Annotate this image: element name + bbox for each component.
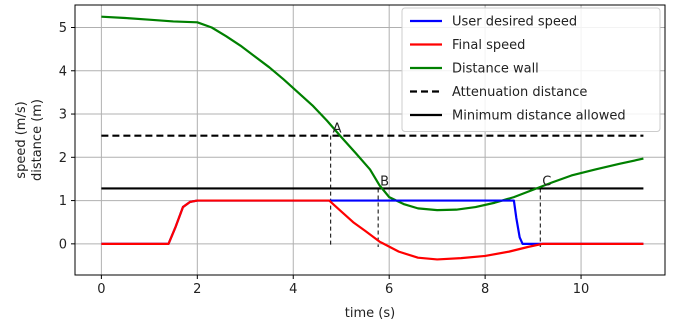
- annotation-labels: A B C: [333, 122, 552, 190]
- legend-entry: User desired speed: [452, 15, 577, 30]
- x-tick-label: 8: [481, 282, 489, 297]
- legend-entry: Final speed: [452, 38, 525, 53]
- annotation-label-b: B: [380, 174, 389, 189]
- annotation-label-c: C: [542, 174, 551, 189]
- series-line-final-speed: [101, 199, 644, 261]
- plot-frame: [74, 4, 666, 276]
- y-tick-label: 5: [59, 21, 67, 36]
- x-tick-label: 6: [385, 282, 393, 297]
- y-tick-label: 0: [59, 237, 67, 252]
- x-tick-label: 4: [289, 282, 297, 297]
- legend-entry: Attenuation distance: [452, 85, 587, 100]
- legend-entry: Minimum distance allowed: [452, 109, 626, 124]
- x-axis-label: time (s): [345, 306, 395, 321]
- legend-box: [401, 7, 661, 132]
- y-tick-label: 3: [59, 108, 67, 123]
- annotation-lines: [330, 135, 541, 247]
- x-tick-label: 0: [97, 282, 105, 297]
- ticks: 0 2 4 6 8 10 0 1 2 3 4 5: [59, 21, 590, 297]
- legend: User desired speed Final speed Distance wa…: [401, 7, 661, 132]
- x-tick-label: 10: [573, 282, 590, 297]
- y-axis-label-line-2: distance (m): [30, 99, 45, 181]
- y-tick-label: 2: [59, 151, 67, 166]
- y-axis-label-line-1: speed (m/s): [14, 101, 29, 178]
- annotation-label-a: A: [333, 122, 342, 137]
- x-tick-label: 2: [193, 282, 201, 297]
- y-tick-label: 4: [59, 64, 67, 79]
- y-tick-label: 1: [59, 194, 67, 209]
- series-line-distance-wall: [101, 15, 644, 212]
- legend-entry: Distance wall: [452, 62, 539, 77]
- series-group: [101, 15, 644, 261]
